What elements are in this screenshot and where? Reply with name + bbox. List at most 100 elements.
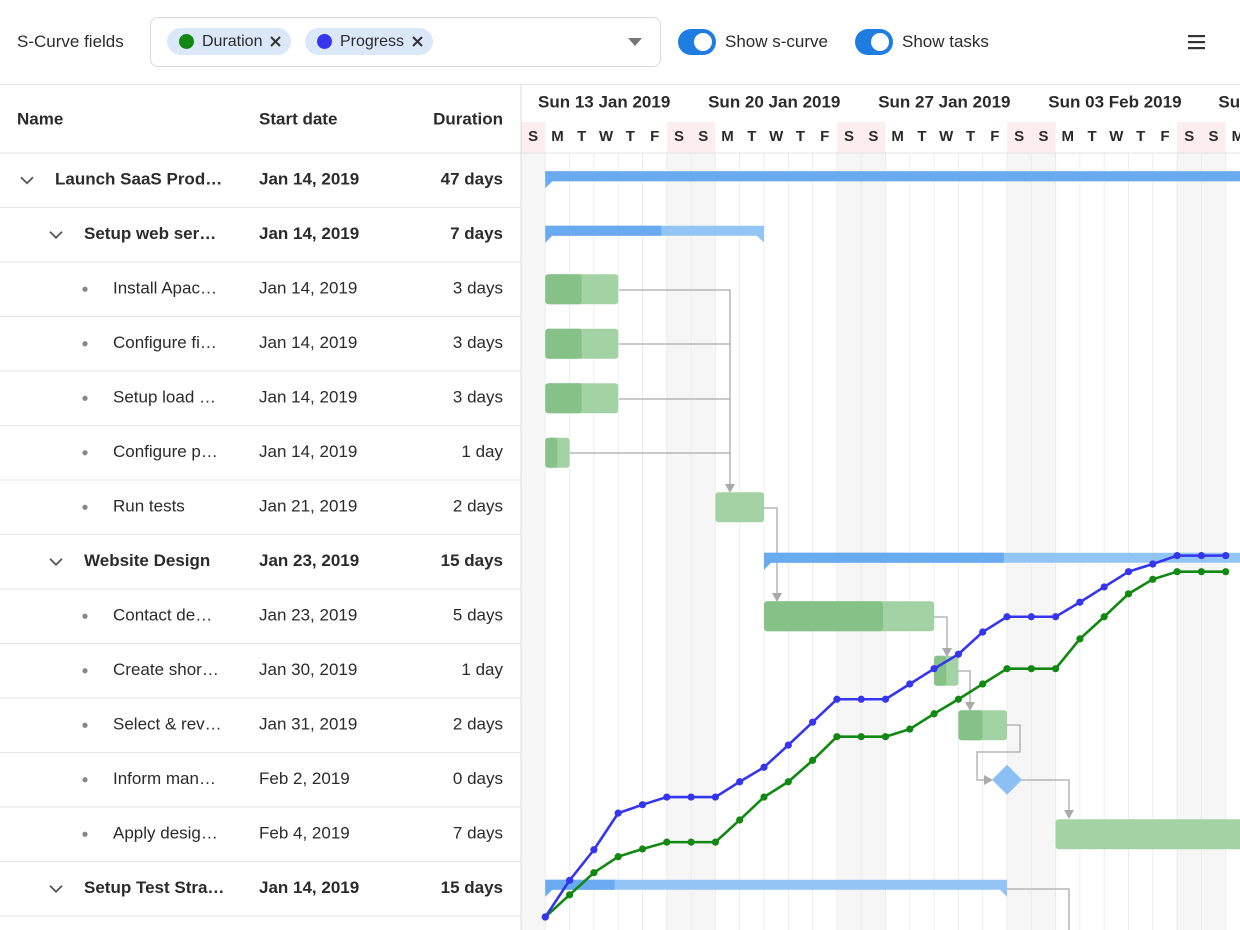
s-curve-point (590, 869, 598, 877)
s-curve-point (736, 816, 744, 824)
s-curve-point (857, 733, 865, 741)
task-bullet (82, 395, 88, 401)
s-curve-point (1100, 613, 1108, 621)
day-letter: M (1062, 128, 1075, 145)
toggle-label: Show s-curve (725, 32, 828, 51)
s-curve-point (1027, 613, 1035, 621)
s-curve-point (638, 801, 647, 809)
chip-remove[interactable] (270, 36, 282, 47)
s-curve-point (1149, 560, 1157, 568)
toggle-switch[interactable] (855, 29, 893, 55)
s-curve-point (663, 838, 671, 846)
weekend-column (1031, 153, 1056, 930)
week-label: Sun 10 Feb 2019 (1218, 92, 1240, 111)
day-letter: S (698, 128, 708, 145)
task-progress (764, 601, 884, 632)
day-letter: S (844, 128, 854, 145)
s-curve-point (1076, 598, 1084, 606)
s-curve-point (1052, 665, 1060, 673)
expand-chevron[interactable] (49, 885, 63, 894)
dropdown-caret[interactable] (628, 38, 642, 46)
s-curve-point (1076, 635, 1084, 643)
dependency (933, 616, 948, 650)
timeline-body (541, 171, 1240, 930)
task-start: Jan 31, 2019 (259, 715, 357, 734)
task-start: Jan 14, 2019 (259, 279, 357, 298)
arrowheads (725, 484, 1074, 819)
task-bullet (82, 450, 88, 456)
column-header: Name (17, 109, 63, 128)
task-start: Jan 30, 2019 (259, 660, 357, 679)
timeline-background (520, 153, 1227, 930)
day-letter: S (1038, 128, 1048, 145)
task-grid: Name Start date Duration Launch SaaS Prod… J… (0, 85, 1240, 930)
summary-flag (545, 180, 554, 189)
s-curve-point (979, 680, 987, 688)
chip-color-dot (317, 34, 332, 49)
chip-remove[interactable] (412, 36, 423, 47)
chip-color-dot (179, 34, 194, 49)
task-duration: 47 days (441, 170, 503, 189)
task-bullet (82, 504, 88, 510)
task-duration: 2 days (453, 497, 503, 516)
task-bullet (82, 777, 88, 783)
s-curve-point (784, 778, 792, 786)
weekend-header (861, 122, 886, 153)
task-duration: 1 day (461, 660, 503, 679)
s-curve-point (614, 853, 622, 861)
day-letter: F (1160, 128, 1169, 145)
s-curve-point (1197, 568, 1205, 576)
task-name: Configure fi… (113, 333, 217, 352)
s-curve-point (760, 763, 768, 771)
dependency (976, 724, 1021, 781)
s-curve-point (809, 718, 817, 726)
day-letter: M (721, 128, 734, 145)
s-curve-point (663, 793, 671, 801)
s-curve-point (1222, 552, 1230, 560)
dependency (1020, 779, 1070, 812)
field-chip[interactable]: Progress (305, 28, 434, 55)
task-bar (1055, 819, 1240, 850)
toggle-knob (871, 33, 889, 51)
weekend-header (836, 122, 862, 153)
expand-chevron[interactable] (49, 558, 63, 567)
scurve-fields-label: S-Curve fields (17, 32, 124, 51)
summary-flag (999, 888, 1007, 897)
task-name: Website Design (84, 551, 210, 570)
menu-button[interactable] (1188, 34, 1206, 50)
weekend-column (1007, 153, 1032, 930)
toggle-switch[interactable] (678, 29, 716, 55)
weekend-header (691, 122, 716, 153)
week-label: Sun 20 Jan 2019 (708, 92, 840, 111)
day-letter: S (1014, 128, 1024, 145)
column-header: Duration (433, 109, 503, 128)
week-label: Sun 03 Feb 2019 (1048, 92, 1181, 111)
scurve-field-select[interactable] (150, 17, 661, 67)
dependency (619, 289, 731, 486)
task-name: Install Apac… (113, 279, 217, 298)
day-letter: T (966, 128, 975, 145)
task-bullet (82, 722, 88, 728)
s-curve-point (711, 838, 720, 846)
task-start: Feb 2, 2019 (259, 769, 350, 788)
field-chip[interactable]: Duration (167, 28, 292, 55)
s-curve-point (736, 778, 744, 786)
task-duration: 15 days (441, 878, 503, 897)
toggle-label: Show tasks (902, 32, 989, 51)
weekend-column (521, 153, 546, 930)
task-progress (545, 328, 582, 359)
column-header: Start date (259, 109, 337, 128)
expand-chevron[interactable] (20, 176, 34, 185)
task-duration: 3 days (453, 333, 503, 352)
arrowhead (1064, 810, 1074, 819)
summary-bar (545, 879, 1007, 890)
s-curve-point (1124, 568, 1133, 576)
expand-chevron[interactable] (49, 231, 63, 240)
task-start: Jan 23, 2019 (259, 606, 357, 625)
s-curve-point (1173, 568, 1181, 576)
day-letter: W (599, 128, 614, 145)
s-curve-point (541, 913, 549, 921)
task-progress (958, 710, 983, 741)
weekend-header (1201, 122, 1226, 153)
